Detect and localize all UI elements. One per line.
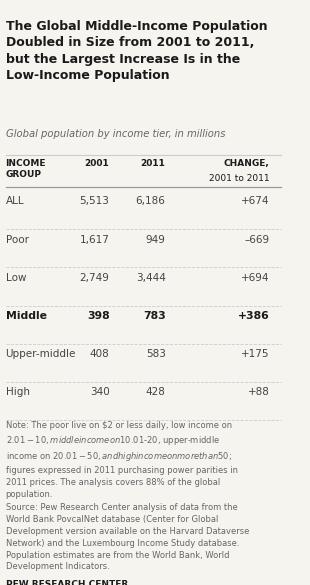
Text: Low: Low — [6, 273, 26, 283]
Text: 949: 949 — [146, 235, 166, 245]
Text: 783: 783 — [143, 311, 166, 321]
Text: 340: 340 — [90, 387, 109, 397]
Text: 2011: 2011 — [141, 159, 166, 168]
Text: Global population by income tier, in millions: Global population by income tier, in mil… — [6, 129, 225, 139]
Text: Note: The poor live on $2 or less daily, low income on
$2.01-10, middle income o: Note: The poor live on $2 or less daily,… — [6, 421, 237, 499]
Text: 428: 428 — [146, 387, 166, 397]
Text: 3,444: 3,444 — [136, 273, 166, 283]
Text: Middle: Middle — [6, 311, 46, 321]
Text: Source: Pew Research Center analysis of data from the
World Bank PovcalNet datab: Source: Pew Research Center analysis of … — [6, 504, 249, 572]
Text: +694: +694 — [241, 273, 269, 283]
Text: CHANGE,: CHANGE, — [224, 159, 269, 168]
Text: 2001 to 2011: 2001 to 2011 — [209, 174, 269, 183]
Text: 1,617: 1,617 — [80, 235, 109, 245]
Text: +88: +88 — [248, 387, 269, 397]
Text: –669: –669 — [244, 235, 269, 245]
Text: +386: +386 — [238, 311, 269, 321]
Text: INCOME
GROUP: INCOME GROUP — [6, 159, 46, 180]
Text: 6,186: 6,186 — [136, 197, 166, 207]
Text: 583: 583 — [146, 349, 166, 359]
Text: 398: 398 — [87, 311, 109, 321]
Text: Poor: Poor — [6, 235, 29, 245]
Text: 2,749: 2,749 — [80, 273, 109, 283]
Text: The Global Middle-Income Population
Doubled in Size from 2001 to 2011,
but the L: The Global Middle-Income Population Doub… — [6, 20, 267, 82]
Text: High: High — [6, 387, 29, 397]
Text: PEW RESEARCH CENTER: PEW RESEARCH CENTER — [6, 580, 128, 585]
Text: +674: +674 — [241, 197, 269, 207]
Text: +175: +175 — [241, 349, 269, 359]
Text: Upper-middle: Upper-middle — [6, 349, 76, 359]
Text: 5,513: 5,513 — [80, 197, 109, 207]
Text: 2001: 2001 — [85, 159, 109, 168]
Text: ALL: ALL — [6, 197, 24, 207]
Text: 408: 408 — [90, 349, 109, 359]
